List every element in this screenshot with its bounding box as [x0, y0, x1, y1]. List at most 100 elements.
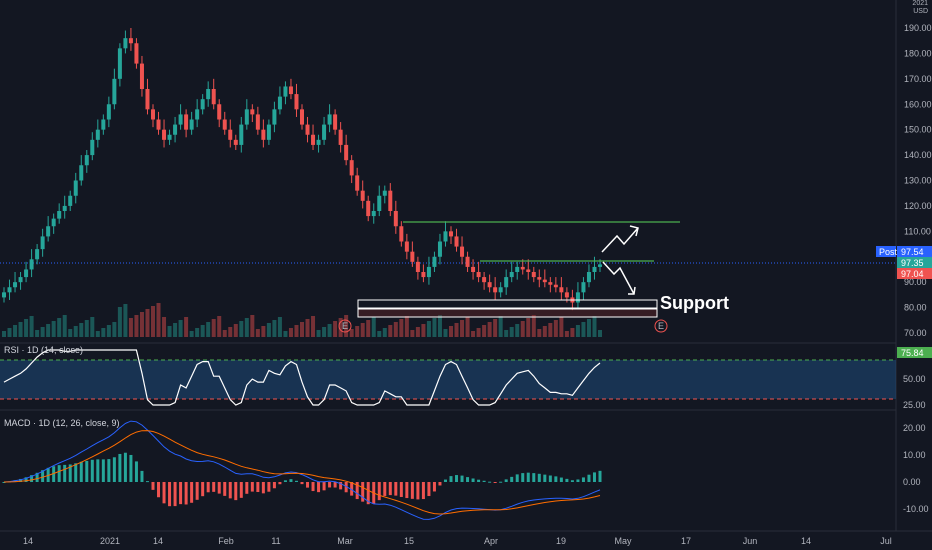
candle-body [40, 236, 45, 250]
rsi-line [3, 349, 601, 406]
macd-histogram-bar [107, 459, 111, 482]
price-tick: 190.00 [904, 23, 932, 33]
macd-histogram-bar [134, 461, 138, 482]
macd-histogram-bar [30, 475, 34, 482]
candle-body [493, 287, 498, 293]
time-label: Feb [218, 536, 234, 546]
macd-histogram-bar [90, 459, 94, 482]
macd-tick: 10.00 [903, 450, 926, 460]
last-value-tag [897, 257, 932, 268]
candle-body [526, 269, 531, 272]
candle-body [564, 292, 569, 298]
macd-histogram-bar [206, 482, 210, 493]
rsi-value-tag [897, 347, 932, 358]
price-tick: 150.00 [904, 125, 932, 135]
macd-histogram-bar [466, 477, 470, 482]
time-axis[interactable]: 14 2021 14 Feb 11 Mar 15 Apr 19 May 17 Jun 14 Jul [23, 536, 892, 546]
candle-body [421, 272, 426, 278]
macd-histogram-bar [510, 476, 514, 482]
candle-body [266, 124, 271, 140]
prev-value: 97.04 [901, 269, 924, 279]
candle-body [51, 218, 56, 227]
volume-bar [432, 318, 437, 337]
volume-bar [24, 319, 29, 337]
price-tick: 180.00 [904, 48, 932, 58]
candle-body [476, 272, 481, 278]
rsi-legend[interactable]: RSI · 1D (14, close) [4, 345, 84, 355]
candle-body [162, 129, 167, 140]
candle-body [520, 266, 525, 270]
macd-histogram-bar [245, 482, 249, 494]
macd-histogram-bar [217, 482, 221, 494]
rsi-value: 75.84 [901, 348, 924, 358]
earnings-marker-icon[interactable] [654, 319, 668, 333]
macd-histogram-bar [543, 474, 547, 482]
support-box-upper[interactable] [357, 299, 658, 309]
candle-body [112, 78, 117, 105]
macd-histogram-bar [63, 464, 67, 482]
volume-bar [211, 319, 216, 337]
volume-bar [46, 324, 51, 337]
macd-histogram-bar [79, 461, 83, 482]
bullish-arrow-icon[interactable] [601, 227, 639, 253]
price-axis[interactable]: 190.00 180.00 170.00 160.00 150.00 140.00 130.… [904, 23, 932, 338]
volume-bar [51, 321, 56, 337]
macd-histogram-bar [228, 482, 232, 499]
macd-histogram-bar [421, 482, 425, 500]
macd-histogram-bar [289, 479, 293, 482]
candles [2, 28, 602, 311]
volume-bar [344, 315, 349, 337]
macd-histogram-bar [532, 473, 536, 482]
volume-bar [277, 317, 282, 337]
rsi-band [0, 360, 896, 399]
volume-bar [476, 328, 481, 337]
candle-body [360, 190, 365, 201]
bearish-arrow-icon[interactable] [602, 261, 635, 295]
candle-body [206, 89, 211, 100]
macd-histogram-bar [565, 478, 569, 482]
candle-body [24, 269, 29, 278]
candle-body [399, 226, 404, 242]
macd-histogram-bar [366, 482, 370, 505]
earnings-marker-icon[interactable] [338, 319, 352, 333]
time-label: 11 [271, 536, 280, 546]
macd-histogram-bar [223, 482, 227, 496]
price-tick: 90.00 [904, 277, 927, 287]
macd-legend[interactable]: MACD · 1D (12, 26, close, 9) [4, 418, 120, 428]
macd-histogram-bar [300, 482, 304, 485]
candle-body [377, 195, 382, 211]
bullish-arrowhead-icon [629, 225, 639, 237]
candle-body [13, 282, 18, 288]
volume-bar [570, 328, 575, 337]
candle-body [454, 236, 459, 247]
volume-bar [515, 324, 520, 337]
volume-bar [537, 329, 542, 337]
volume-bar [399, 319, 404, 337]
time-label: May [614, 536, 632, 546]
volume-bar [7, 328, 12, 337]
volume-bar [360, 323, 365, 337]
candle-body [382, 190, 387, 196]
candle-body [460, 246, 465, 257]
support-annotation[interactable]: Support [660, 293, 729, 313]
candle-body [195, 109, 200, 120]
post-label: Post [879, 247, 898, 257]
candle-body [537, 277, 542, 280]
candle-body [586, 272, 591, 283]
volume-bar [156, 303, 161, 337]
macd-histogram-bar [173, 482, 177, 507]
macd-signal-line [3, 430, 601, 515]
time-label: Jun [743, 536, 758, 546]
volume-bar [305, 319, 310, 337]
volume-bar [509, 327, 514, 337]
macd-histogram-bar [112, 457, 116, 482]
support-box-lower[interactable] [357, 308, 658, 318]
macd-histogram-bar [162, 482, 166, 504]
volume-bar [482, 325, 487, 337]
candle-body [548, 282, 553, 285]
candle-body [189, 119, 194, 130]
volume-bar [526, 318, 531, 337]
macd-plot [2, 420, 602, 520]
macd-histogram-bar [294, 480, 298, 482]
